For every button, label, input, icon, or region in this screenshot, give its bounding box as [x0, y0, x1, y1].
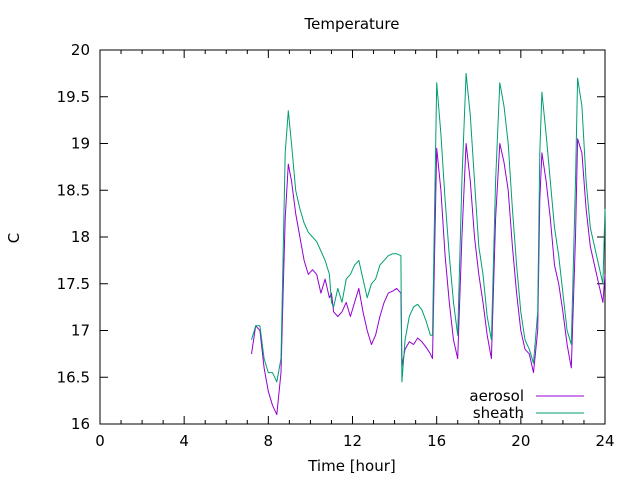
legend-label-aerosol: aerosol — [469, 387, 524, 405]
y-tick-label: 19 — [71, 135, 90, 153]
legend-label-sheath: sheath — [473, 404, 524, 422]
x-tick-label: 0 — [95, 432, 105, 450]
y-tick-label: 17 — [71, 322, 90, 340]
y-tick-label: 16 — [71, 415, 90, 433]
x-tick-label: 16 — [427, 432, 446, 450]
series-line-aerosol — [251, 138, 606, 416]
y-axis-label: C — [5, 233, 23, 243]
y-tick-label: 17.5 — [57, 275, 90, 293]
x-axis-label: Time [hour] — [307, 457, 396, 475]
axes: 0 4 8 12 16 20 24 16 16.5 17 17.5 18 18.5 19 19.5 20 — [57, 41, 615, 450]
x-tick-label: 12 — [343, 432, 362, 450]
series-line-sheath — [251, 72, 606, 383]
series-layer — [251, 72, 606, 416]
x-tick-label: 4 — [179, 432, 189, 450]
x-tick-label: 20 — [511, 432, 530, 450]
y-tick-label: 18.5 — [57, 181, 90, 199]
y-tick-label: 20 — [71, 41, 90, 59]
y-tick-label: 18 — [71, 228, 90, 246]
y-tick-label: 16.5 — [57, 368, 90, 386]
chart-title: Temperature — [303, 15, 399, 33]
y-tick-label: 19.5 — [57, 88, 90, 106]
x-tick-label: 24 — [595, 432, 614, 450]
x-tick-label: 8 — [264, 432, 274, 450]
